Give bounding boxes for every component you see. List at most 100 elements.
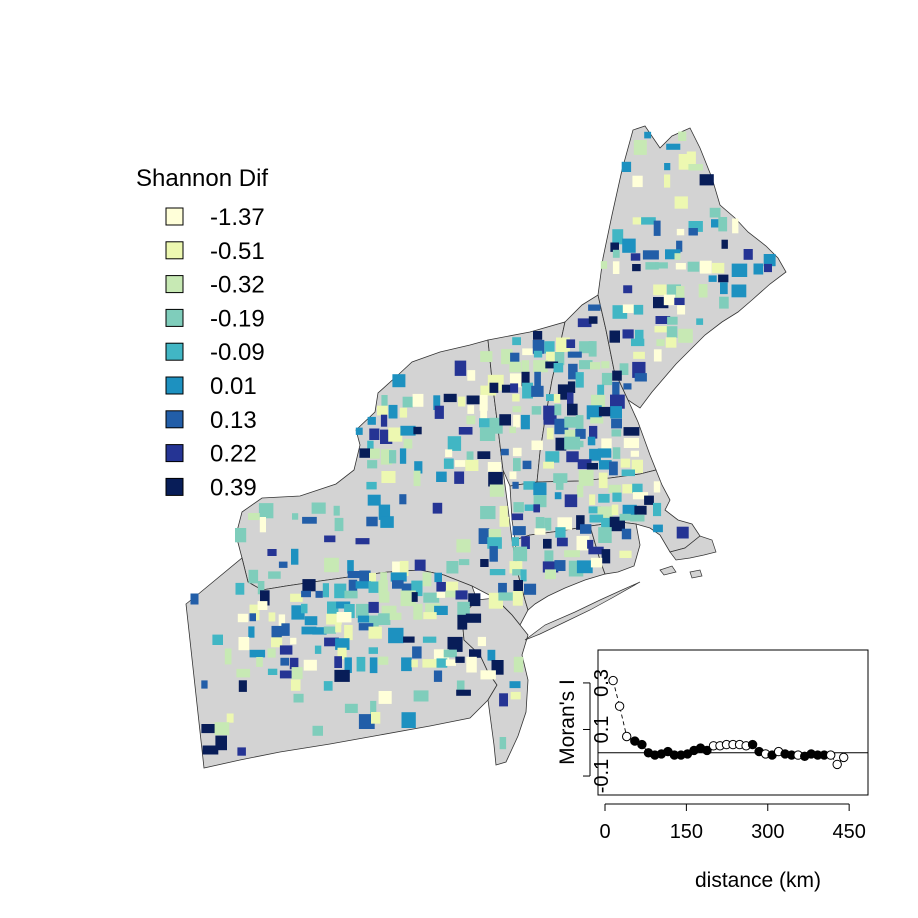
county-cell — [367, 440, 374, 451]
county-cell — [358, 714, 375, 729]
county-cells — [190, 131, 776, 756]
county-cell — [531, 406, 542, 415]
county-cell — [554, 560, 566, 571]
legend-swatch — [165, 376, 184, 395]
county-cell — [533, 482, 547, 496]
county-cell — [324, 557, 339, 573]
county-cell — [576, 440, 584, 448]
county-cell — [556, 537, 568, 547]
county-cell — [399, 560, 409, 576]
county-cell — [465, 613, 482, 623]
county-cell — [721, 239, 728, 249]
y-axis: -0.1 0.1 0.3 — [583, 669, 613, 793]
county-cell — [576, 560, 593, 574]
county-cell — [763, 254, 776, 267]
county-cell — [555, 480, 564, 490]
county-cell — [249, 649, 266, 658]
legend-swatch — [165, 477, 184, 496]
county-cell — [555, 527, 566, 538]
county-cell — [458, 559, 470, 566]
county-cell — [301, 626, 317, 635]
county-cell — [512, 569, 523, 576]
point-not-significant — [608, 675, 618, 686]
county-cell — [623, 427, 640, 436]
county-cell — [665, 337, 677, 348]
county-cell — [267, 648, 276, 658]
county-cell — [432, 502, 443, 514]
county-cell — [370, 448, 380, 459]
county-cell — [413, 426, 422, 435]
county-cell — [521, 371, 530, 387]
county-cell — [588, 316, 598, 324]
county-cell — [621, 161, 632, 172]
county-cell — [610, 394, 625, 409]
county-cell — [634, 373, 647, 382]
county-cell — [655, 262, 668, 269]
county-cell — [619, 550, 632, 558]
county-cell — [278, 614, 286, 629]
county-cell — [392, 374, 406, 388]
county-cell — [676, 286, 685, 301]
county-cell — [323, 626, 336, 634]
county-cell — [699, 174, 714, 186]
county-cell — [688, 228, 698, 236]
county-cell — [653, 284, 667, 296]
county-cell — [201, 680, 208, 689]
county-cell — [335, 623, 342, 633]
county-cell — [545, 361, 559, 369]
region-islands — [659, 565, 703, 579]
county-cell — [381, 471, 396, 483]
county-cell — [456, 680, 465, 696]
county-cell — [303, 659, 317, 671]
county-cell — [489, 382, 499, 393]
county-cell — [598, 460, 612, 470]
county-cell — [414, 559, 426, 571]
county-cell — [487, 462, 502, 474]
legend-title: Shannon Dif — [136, 165, 268, 192]
county-cell — [445, 449, 453, 457]
county-cell — [601, 549, 611, 564]
county-cell — [586, 463, 598, 470]
county-cell — [611, 429, 622, 437]
x-axis-label: distance (km) — [695, 869, 821, 892]
legend-swatch — [165, 308, 184, 327]
county-cell — [533, 360, 548, 373]
county-cell — [653, 524, 663, 533]
county-cell — [523, 481, 535, 490]
county-cell — [301, 590, 311, 598]
county-cell — [447, 436, 462, 451]
county-cell — [699, 260, 712, 274]
county-cell — [631, 459, 643, 474]
county-cell — [368, 581, 379, 593]
county-cell — [542, 561, 559, 573]
county-cell — [214, 722, 230, 736]
county-cell — [622, 238, 636, 253]
county-cell — [590, 557, 603, 568]
county-cell — [509, 681, 521, 689]
county-cell — [534, 371, 541, 387]
county-cell — [609, 461, 618, 476]
county-cell — [414, 461, 423, 474]
county-cell — [589, 514, 604, 523]
county-cell — [543, 418, 555, 425]
legend-swatch — [165, 207, 184, 226]
county-cell — [545, 451, 560, 463]
county-cell — [489, 546, 498, 562]
county-cell — [377, 405, 388, 416]
county-cell — [249, 613, 256, 622]
county-cell — [380, 414, 388, 427]
county-cell — [664, 163, 671, 171]
county-cell — [522, 460, 532, 470]
county-cell — [612, 381, 620, 396]
county-cell — [434, 405, 444, 419]
county-cell — [434, 605, 448, 615]
county-cell — [334, 656, 342, 668]
county-cell — [513, 458, 521, 472]
county-cell — [535, 517, 545, 530]
county-cell — [378, 691, 392, 704]
county-cell — [468, 593, 481, 607]
county-cell — [653, 297, 669, 309]
county-cell — [355, 427, 363, 435]
county-cell — [554, 352, 565, 366]
county-cell — [434, 572, 442, 583]
